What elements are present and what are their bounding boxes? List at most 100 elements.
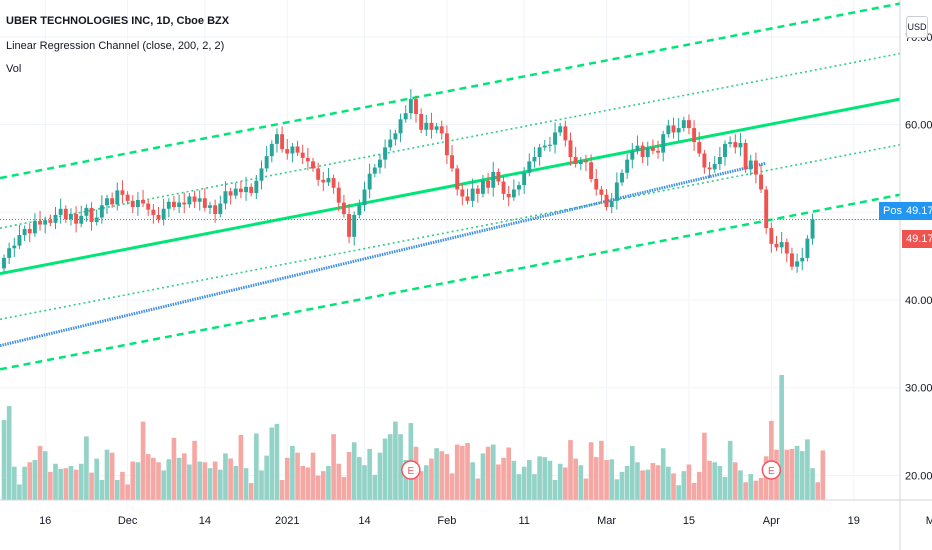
last-price-tag: 49.17 [902,230,932,248]
volume-bar [27,462,33,500]
candle-body [331,178,336,188]
candle-body [156,214,161,220]
volume-bar [145,454,151,500]
volume-bar [228,458,233,500]
volume-bar [521,466,527,500]
candle-body [650,147,655,151]
volume-bar [171,437,177,500]
volume-bar [712,462,718,500]
volume-bar [563,467,568,500]
candle-body [146,203,151,210]
candle-body [609,200,614,208]
volume-bar [346,451,352,500]
volume-bar [671,473,676,500]
volume-bar [290,446,295,500]
volume-bar [284,457,290,500]
volume-bar [48,471,53,500]
candle-body [542,145,547,148]
volume-bar [326,465,331,500]
candle-body [22,228,27,236]
volume-bar [635,462,640,500]
regression-channel [0,2,901,371]
candle-body [723,143,727,158]
candle-body [537,147,542,158]
candle-body [347,214,352,237]
candle-body [38,221,43,225]
candle-body [228,191,233,196]
candle-body [223,191,228,204]
volume-bar [99,480,105,500]
candle-body [594,178,599,190]
volume-bar [156,462,161,500]
candle-body [707,167,712,170]
currency-button[interactable]: USD [906,16,928,38]
volume-bar [753,480,759,500]
volume-bar [295,452,300,500]
candle-body [563,126,568,141]
candle-body [27,228,32,234]
volume-bar [166,459,172,500]
time-tick-label: Mar [597,515,616,527]
regression-lower-inner-band [0,143,901,321]
indicator-legend[interactable]: Linear Regression Channel (close, 200, 2… [6,40,225,52]
candle-body [784,242,789,254]
candle-body [295,146,300,153]
volume-bar [197,461,203,500]
candle-body [89,207,94,222]
volume-bar [511,460,517,500]
candle-body [17,235,22,246]
candle-body [383,147,388,160]
candle-body [94,217,99,222]
price-candles [2,89,815,273]
volume-legend[interactable]: Vol [6,63,22,75]
candle-body [58,208,63,215]
candle-body [249,186,254,193]
candle-body [532,157,537,162]
candle-body [517,185,521,190]
earnings-marker-circle [761,460,782,480]
candle-body [341,202,346,215]
volume-bar [645,469,651,500]
time-tick-label: 2021 [275,515,299,527]
candle-body [491,171,496,188]
volume-bar [207,468,213,500]
volume-bar [114,480,120,500]
candle-body [578,160,583,165]
volume-bar [696,471,702,500]
volume-bar [135,462,141,500]
volume-bar [104,449,110,500]
volume-bar [418,471,424,500]
volume-bar [351,442,357,500]
volume-bar [799,451,805,500]
candle-body [681,120,686,129]
volume-bar [655,465,661,500]
volume-bar [181,453,187,500]
candle-body [599,189,604,195]
trend-line [0,161,767,348]
candle-body [553,132,558,145]
volume-bar [331,434,336,500]
time-tick-label: 14 [358,515,370,527]
candle-body [285,149,290,154]
price-tick-label: 40.00 [905,295,932,307]
candle-body [511,189,516,198]
candle-body [630,150,635,160]
volume-bar [619,471,625,500]
candle-body [326,178,331,183]
time-tick-label: 19 [848,515,860,527]
candle-body [74,214,79,224]
candle-body [697,142,702,154]
volume-bar [583,478,589,500]
candle-body [589,162,594,179]
volume-bar [609,459,615,500]
candle-body [465,196,470,201]
volume-bar [382,438,388,500]
candle-body [166,201,171,209]
time-tick-label: Apr [763,515,780,527]
volume-bar [17,484,22,500]
volume-bar [526,460,532,500]
candle-body [475,188,480,194]
